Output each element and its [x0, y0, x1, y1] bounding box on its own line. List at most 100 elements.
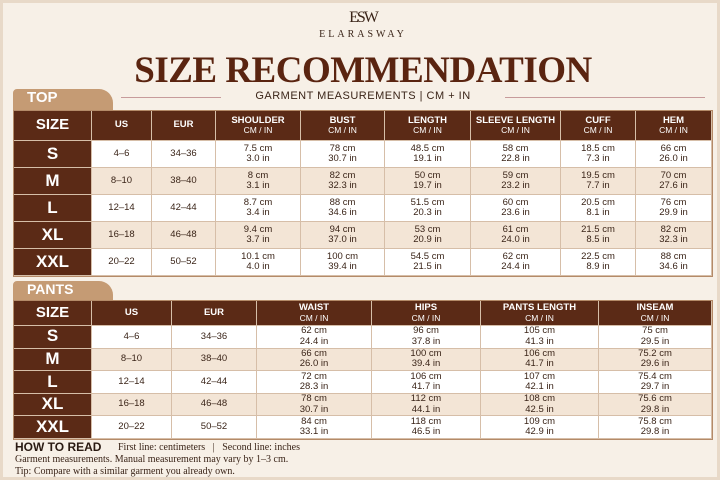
header-name: EUR — [203, 306, 225, 318]
eur-cell: 42–44 — [172, 371, 257, 394]
header-cell: BUST CM / IN — [301, 111, 385, 141]
measure-line: 75.8 cm — [638, 415, 672, 427]
header-unit: CM / IN — [525, 312, 554, 323]
measure-line: 53 cm — [414, 223, 441, 235]
measure-line: 106 cm — [523, 347, 556, 359]
header-unit: CM / IN — [328, 125, 357, 136]
measure-cell: 78 cm 30.7 in — [301, 141, 385, 168]
header-unit: CM / IN — [583, 125, 613, 136]
size-cell: M — [14, 168, 92, 195]
measure-line: 50 cm — [414, 169, 441, 181]
table: SIZE US EUR WAIST CM / IN HIPS CM / IN PANTS LE… — [13, 300, 713, 440]
measure-line: 41.7 in — [411, 380, 441, 392]
measure-cell: 20.5 cm 8.1 in — [561, 195, 636, 222]
eur-cell: 50–52 — [172, 416, 257, 439]
measure-line: 29.9 in — [659, 207, 688, 218]
measure-cell: 109 cm 42.9 in — [481, 416, 599, 439]
size-cell: XL — [14, 393, 92, 417]
section-tab: TOP — [13, 89, 113, 110]
header-name: SIZE — [35, 303, 70, 321]
measure-cell: 75.8 cm 29.8 in — [599, 416, 712, 439]
how-to-read-title: HOW TO READ — [15, 440, 102, 454]
us-cell: 4–6 — [92, 141, 152, 168]
size-cell: S — [14, 141, 92, 168]
measure-cell: 96 cm 37.8 in — [372, 325, 481, 349]
measure-cell: 48.5 cm 19.1 in — [385, 141, 471, 168]
header-unit: CM / IN — [299, 312, 329, 323]
measure-line: 41.7 in — [525, 358, 554, 370]
header-cell: HIPS CM / IN — [372, 301, 481, 326]
measure-line: 106 cm — [410, 370, 442, 382]
measure-line: 75.4 cm — [638, 370, 672, 382]
eur-cell: 34–36 — [152, 141, 216, 168]
header-cell: SIZE — [14, 301, 92, 326]
measure-line: 9.4 cm — [243, 223, 273, 235]
measure-line: 29.6 in — [640, 358, 670, 370]
header-cell: EUR — [152, 111, 216, 141]
measure-line: 78 cm — [301, 393, 327, 405]
measure-line: 29.8 in — [640, 426, 670, 438]
measure-cell: 59 cm 23.2 in — [471, 168, 561, 195]
header-cell: LENGTH CM / IN — [385, 111, 471, 141]
measure-cell: 62 cm 24.4 in — [257, 325, 372, 349]
measure-cell: 62 cm 24.4 in — [471, 249, 561, 276]
us-cell: 16–18 — [92, 222, 152, 249]
measure-line: 54.5 cm — [410, 250, 445, 262]
rule — [121, 97, 221, 98]
measure-line: 46.5 in — [411, 426, 441, 438]
size-cell: L — [14, 371, 92, 394]
measure-line: 7.7 in — [586, 180, 610, 191]
measure-line: 60 cm — [502, 196, 529, 208]
measure-line: 10.1 cm — [241, 250, 275, 262]
measure-line: 58 cm — [502, 142, 529, 154]
header-cell: SLEEVE LENGTH CM / IN — [471, 111, 561, 141]
measure-line: 44.1 in — [411, 403, 441, 415]
header-name: CUFF — [585, 114, 611, 126]
measure-cell: 8 cm 3.1 in — [216, 168, 301, 195]
measure-cell: 84 cm 33.1 in — [257, 416, 372, 439]
subtitle: GARMENT MEASUREMENTS | CM + IN — [255, 90, 471, 102]
measure-line: 33.1 in — [299, 426, 329, 438]
measure-line: 7.3 in — [586, 153, 610, 164]
measure-line: 84 cm — [301, 415, 327, 427]
us-cell: 12–14 — [92, 371, 172, 394]
size-cell: L — [14, 195, 92, 222]
measure-cell: 66 cm 26.0 in — [636, 141, 712, 168]
measure-cell: 100 cm 39.4 in — [301, 249, 385, 276]
measure-cell: 88 cm 34.6 in — [636, 249, 712, 276]
measure-cell: 66 cm 26.0 in — [257, 348, 372, 372]
us-cell: 12–14 — [92, 195, 152, 222]
measure-cell: 58 cm 22.8 in — [471, 141, 561, 168]
measure-line: 109 cm — [523, 415, 556, 427]
measure-line: 88 cm — [660, 250, 687, 262]
header-cell: SIZE — [14, 111, 92, 141]
size-cell: XXL — [14, 416, 92, 439]
measure-line: 66 cm — [660, 142, 687, 154]
us-cell: 16–18 — [92, 393, 172, 417]
header-name: WAIST — [298, 302, 330, 314]
measure-line: 27.6 in — [659, 180, 688, 191]
measure-line: 39.4 in — [328, 261, 357, 272]
text: First line: centimeters — [118, 442, 206, 453]
measure-line: 8.9 in — [586, 261, 610, 272]
header-unit: CM / IN — [640, 312, 670, 323]
measure-line: 29.5 in — [640, 335, 670, 347]
measure-line: 48.5 cm — [410, 142, 445, 154]
measure-cell: 51.5 cm 20.3 in — [385, 195, 471, 222]
header-cell: US — [92, 111, 152, 141]
measure-cell: 7.5 cm 3.0 in — [216, 141, 301, 168]
measure-line: 20.5 cm — [581, 196, 615, 208]
measure-cell: 78 cm 30.7 in — [257, 393, 372, 417]
measure-line: 21.5 in — [413, 261, 442, 272]
header-cell: WAIST CM / IN — [257, 301, 372, 326]
measure-line: 20.9 in — [413, 234, 442, 245]
how-to-read-line: First line: centimeters | Second line: i… — [118, 442, 300, 453]
measure-line: 78 cm — [329, 142, 356, 154]
header-name: SHOULDER — [231, 114, 285, 126]
size-cell: XL — [14, 222, 92, 249]
measure-line: 112 cm — [410, 393, 442, 405]
header-unit: CM / IN — [413, 125, 442, 136]
measure-line: 118 cm — [410, 415, 442, 427]
header-name: HIPS — [414, 302, 438, 314]
measure-cell: 50 cm 19.7 in — [385, 168, 471, 195]
